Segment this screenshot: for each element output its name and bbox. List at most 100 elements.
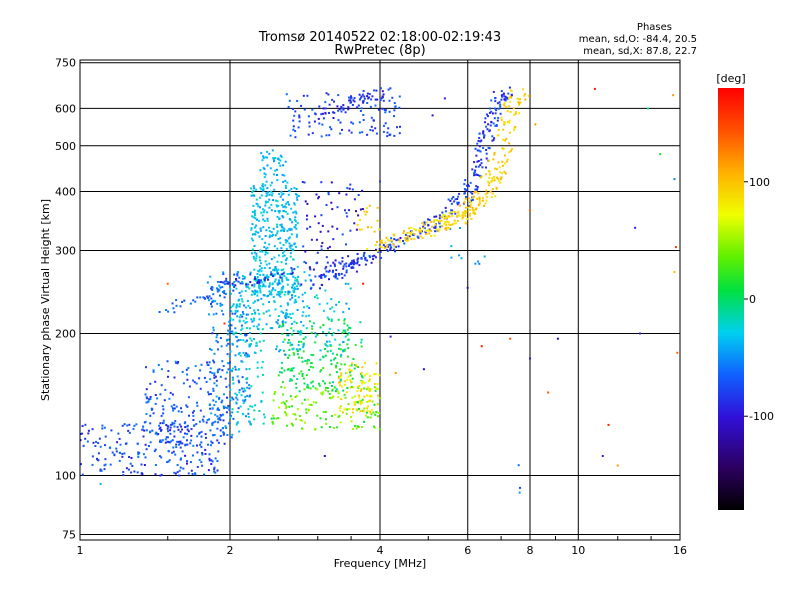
echo-point <box>314 335 317 338</box>
echo-point <box>307 386 310 389</box>
echo-point <box>302 346 304 349</box>
echo-point <box>473 174 476 177</box>
echo-point <box>81 425 84 427</box>
echo-point <box>344 407 347 410</box>
echo-point <box>92 441 95 444</box>
echo-point <box>113 454 116 457</box>
echo-point <box>314 341 317 344</box>
echo-point <box>255 278 258 280</box>
echo-point <box>272 287 274 290</box>
echo-point <box>121 455 124 458</box>
echo-point <box>325 340 328 343</box>
echo-point <box>373 89 376 92</box>
echo-point <box>508 105 511 108</box>
echo-point <box>379 239 382 242</box>
echo-point <box>310 403 313 406</box>
echo-point <box>293 320 296 323</box>
echo-point <box>416 235 419 238</box>
echo-point <box>381 246 384 249</box>
echo-point <box>210 287 212 290</box>
echo-point <box>145 448 148 451</box>
echo-point <box>226 434 229 436</box>
echo-point <box>324 382 326 385</box>
echo-point <box>227 422 230 425</box>
echo-point <box>300 321 303 323</box>
echo-point <box>375 362 378 365</box>
echo-point <box>332 381 334 384</box>
echo-point <box>278 192 281 195</box>
echo-point <box>159 439 162 442</box>
echo-point <box>84 437 87 440</box>
echo-point <box>448 215 451 218</box>
echo-point <box>489 190 492 193</box>
echo-point <box>187 472 190 475</box>
echo-point <box>82 444 85 447</box>
echo-point <box>320 426 323 429</box>
echo-point <box>485 196 488 199</box>
echo-point <box>260 366 263 369</box>
echo-point <box>473 209 476 211</box>
echo-point <box>278 282 280 285</box>
echo-point <box>345 412 348 415</box>
echo-point <box>488 147 491 150</box>
echo-point <box>469 212 472 215</box>
echo-point <box>81 473 84 476</box>
echo-point <box>293 286 296 289</box>
echo-point <box>324 344 327 347</box>
echo-point <box>241 280 244 283</box>
echo-point <box>215 379 218 382</box>
echo-point <box>283 254 286 257</box>
echo-point <box>305 262 307 265</box>
echo-point <box>524 98 527 101</box>
echo-point <box>234 309 237 312</box>
x-tick-label: 1 <box>77 544 84 557</box>
echo-point <box>276 200 279 203</box>
echo-point <box>154 380 157 383</box>
echo-point <box>443 222 446 225</box>
echo-point <box>241 376 244 379</box>
echo-point <box>327 93 330 96</box>
echo-point <box>345 271 348 274</box>
echo-point <box>476 160 479 163</box>
echo-point <box>338 301 340 304</box>
echo-point <box>219 286 222 289</box>
echo-point <box>127 429 130 432</box>
echo-point <box>231 378 234 381</box>
echo-point <box>477 203 480 206</box>
echo-point <box>333 275 336 278</box>
echo-point <box>349 287 352 290</box>
echo-point <box>342 104 345 107</box>
echo-point <box>385 245 388 248</box>
echo-point <box>309 268 312 271</box>
echo-point <box>160 384 163 387</box>
echo-point <box>236 315 239 318</box>
echo-point <box>220 309 223 312</box>
echo-point <box>300 283 303 286</box>
echo-point <box>508 151 511 154</box>
echo-point <box>422 225 425 228</box>
echo-point <box>361 401 364 404</box>
echo-point <box>288 189 290 192</box>
echo-point <box>339 262 342 265</box>
echo-point <box>343 363 346 366</box>
echo-point <box>169 423 172 426</box>
echo-point <box>214 420 217 423</box>
echo-point <box>278 350 281 353</box>
echo-point <box>281 278 283 281</box>
echo-point <box>320 248 323 251</box>
echo-point <box>477 160 480 162</box>
echo-point <box>373 425 375 428</box>
echo-point <box>413 228 416 230</box>
echo-point <box>353 400 356 403</box>
echo-point <box>272 227 275 230</box>
echo-point <box>321 393 324 396</box>
echo-point <box>147 445 150 447</box>
echo-point <box>332 238 335 241</box>
echo-point <box>238 298 241 301</box>
echo-point <box>289 395 292 398</box>
echo-point <box>159 474 162 477</box>
echo-point <box>279 305 282 308</box>
echo-point <box>292 128 295 131</box>
echo-point <box>174 360 177 363</box>
echo-point <box>178 443 180 446</box>
